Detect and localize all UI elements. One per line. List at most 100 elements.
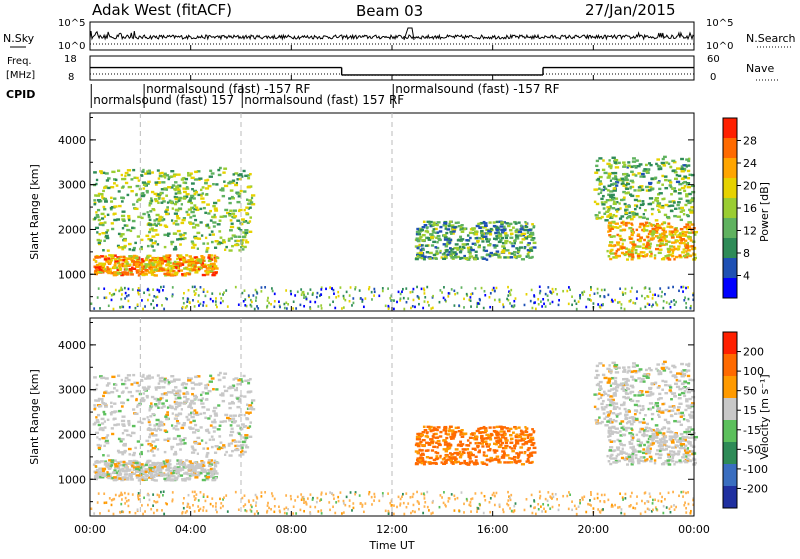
power-point-1 xyxy=(132,169,135,171)
velocity-point-1 xyxy=(236,406,240,408)
power-point-3 xyxy=(618,255,621,257)
velocity-point-2 xyxy=(509,428,513,430)
power-ground-point xyxy=(341,307,343,310)
power-point-3 xyxy=(689,255,693,257)
velocity-point-2 xyxy=(525,431,528,433)
velocity-point-4 xyxy=(612,403,615,405)
velocity-point-4 xyxy=(633,370,637,372)
power-ground-point xyxy=(359,289,361,292)
velocity-point-1 xyxy=(215,388,218,390)
power-point-4 xyxy=(687,170,690,172)
velocity-point-1 xyxy=(148,436,151,438)
velocity-point-2 xyxy=(475,438,478,440)
power-point-4 xyxy=(681,165,683,167)
velocity-point-1 xyxy=(176,443,179,445)
velocity-point-1 xyxy=(156,419,160,421)
velocity-point-4 xyxy=(687,391,691,393)
velocity-point-1 xyxy=(175,390,179,392)
velocity-point-2 xyxy=(520,430,523,432)
velocity-point-3 xyxy=(618,440,621,442)
power-ground-point xyxy=(659,287,661,290)
power-point-4 xyxy=(611,157,615,159)
power-point-4 xyxy=(689,211,693,213)
power-point-3 xyxy=(662,227,665,229)
velocity-point-1 xyxy=(231,450,234,452)
power-point-3 xyxy=(631,256,634,258)
velocity-point-3 xyxy=(613,450,615,452)
power-ground-point xyxy=(378,295,380,298)
power-point-2 xyxy=(469,237,472,239)
velocity-point-1 xyxy=(203,412,206,414)
velocity-point-2 xyxy=(527,449,530,451)
power-point-4 xyxy=(626,183,630,185)
power-point-4 xyxy=(613,187,616,189)
velocity-point-4 xyxy=(669,386,672,388)
velocity-point-4 xyxy=(683,418,685,420)
velocity-point-1 xyxy=(218,435,221,437)
power-point-2 xyxy=(475,254,478,256)
power-point-1 xyxy=(217,169,220,171)
velocity-point-3 xyxy=(660,447,664,449)
power-point-1 xyxy=(151,235,155,237)
velocity-point-0 xyxy=(182,464,186,466)
power-point-1 xyxy=(242,231,244,233)
power-point-4 xyxy=(593,188,596,190)
velocity-point-0 xyxy=(94,461,96,463)
power-point-1 xyxy=(209,234,212,236)
velocity-point-2 xyxy=(474,436,478,438)
velocity-point-4 xyxy=(634,404,638,406)
velocity-point-1 xyxy=(228,407,231,409)
velocity-point-1 xyxy=(172,412,174,414)
power-point-4 xyxy=(631,212,635,214)
velocity-point-0 xyxy=(128,460,132,462)
velocity-point-4 xyxy=(627,366,630,368)
velocity-point-4 xyxy=(678,397,682,399)
power-ground-point xyxy=(225,289,227,292)
velocity-point-3 xyxy=(646,458,648,460)
power-point-1 xyxy=(190,211,194,213)
velocity-point-4 xyxy=(666,421,670,423)
power-point-3 xyxy=(621,252,624,254)
power-ground-point xyxy=(274,293,276,296)
power-point-4 xyxy=(600,192,602,194)
power-point-1 xyxy=(122,227,124,229)
velocity-point-1 xyxy=(192,431,196,433)
power-point-1 xyxy=(158,177,160,179)
power-point-4 xyxy=(649,197,653,199)
velocity-point-1 xyxy=(179,438,183,440)
velocity-point-2 xyxy=(533,447,537,449)
velocity-point-1 xyxy=(231,418,235,420)
power-ground-point xyxy=(607,294,609,297)
power-ground-point xyxy=(182,306,184,309)
power-ground-point xyxy=(155,296,157,299)
power-point-1 xyxy=(182,177,185,179)
power-point-2 xyxy=(495,235,498,237)
power-point-0 xyxy=(95,260,97,262)
velocity-point-1 xyxy=(248,407,251,409)
power-point-1 xyxy=(103,208,106,210)
velocity-point-1 xyxy=(248,404,252,406)
power-point-1 xyxy=(125,182,128,184)
velocity-point-1 xyxy=(157,374,160,376)
power-ground-point xyxy=(261,286,263,289)
power-point-4 xyxy=(664,187,668,189)
power-point-1 xyxy=(228,202,231,204)
velocity-point-4 xyxy=(636,400,640,402)
power-point-1 xyxy=(174,198,177,200)
power-ground-point xyxy=(267,299,269,302)
power-point-3 xyxy=(643,239,646,241)
power-ground-point xyxy=(406,301,408,304)
velocity-point-2 xyxy=(524,452,526,454)
velocity-point-0 xyxy=(149,464,153,466)
power-ground-point xyxy=(352,297,354,300)
power-point-3 xyxy=(663,222,666,224)
velocity-point-1 xyxy=(145,440,149,442)
velocity-point-1 xyxy=(142,374,144,376)
power-point-1 xyxy=(118,246,122,248)
velocity-point-4 xyxy=(632,365,634,367)
power-point-4 xyxy=(651,213,654,215)
power-ground-point xyxy=(203,301,205,304)
velocity-point-0 xyxy=(208,459,211,461)
power-scatter xyxy=(91,156,699,311)
power-ground-point xyxy=(624,292,626,295)
